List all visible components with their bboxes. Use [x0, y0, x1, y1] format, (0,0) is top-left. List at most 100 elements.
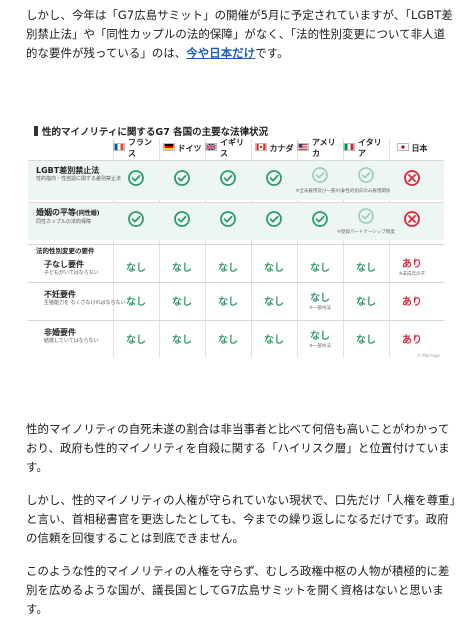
- status-cell: なし: [251, 252, 297, 280]
- country-name: カナダ: [269, 143, 294, 153]
- check-icon: [174, 211, 190, 231]
- status-cell: なし: [205, 252, 251, 280]
- cell-note: ※登録パートナーシップ制度: [337, 229, 395, 235]
- status-cell: なし ※一部州法: [297, 320, 343, 356]
- status-cell: なし: [251, 320, 297, 356]
- status-text: なし: [356, 262, 376, 274]
- check-icon: [220, 170, 236, 190]
- status-cell: なし: [205, 282, 251, 318]
- country-header-it: イタリア: [343, 138, 389, 158]
- country-name: イタリア: [358, 138, 382, 158]
- status-text: なし: [310, 331, 330, 342]
- country-header-uk: イギリス: [205, 138, 251, 158]
- country-name: フランス: [128, 138, 152, 158]
- figure-title: 性的マイノリティに関するG7 各国の主要な法律状況: [34, 124, 268, 138]
- row-subtitle: 同性カップルの法的保障: [36, 219, 92, 225]
- check-icon: [358, 166, 374, 187]
- section-label: 法的性別変更の要件: [36, 247, 95, 255]
- status-cell: なし: [113, 282, 159, 318]
- row-subtitle: 子どもがいてはならない: [44, 270, 99, 276]
- country-name: アメリカ: [312, 138, 336, 158]
- country-header-de: ドイツ: [159, 138, 205, 158]
- row-subtitle: 結婚していてはならない: [44, 338, 99, 344]
- column-divider: [113, 138, 114, 358]
- status-cell: [113, 160, 159, 200]
- status-cell: [251, 160, 297, 200]
- check-icon: [312, 166, 328, 187]
- status-cell: あり: [389, 282, 435, 318]
- paragraph-intro: しかし、今年は「G7広島サミット」の開催が5月に予定されていますが、「LGBT差…: [26, 6, 456, 63]
- row-subtitle: 性的指向・性自認に関する差別禁止法: [36, 176, 122, 182]
- japan-only-link[interactable]: 今や日本だけ: [186, 46, 256, 60]
- column-divider: [205, 138, 206, 358]
- status-text: なし: [264, 334, 284, 346]
- intro-text: しかし、今年は「G7広島サミット」の開催が5月に予定されていますが、「LGBT差…: [26, 8, 453, 60]
- check-icon: [312, 211, 328, 231]
- cell-note: ※全米雇用及び一部州法: [295, 188, 345, 194]
- column-divider: [343, 138, 344, 358]
- cell-note: ※一部州法: [309, 306, 331, 311]
- status-text: なし: [356, 334, 376, 346]
- status-cell: [389, 160, 435, 200]
- figure-title-text: 性的マイノリティに関するG7 各国の主要な法律状況: [42, 127, 269, 138]
- status-cell: なし: [205, 320, 251, 356]
- row-title-extra: (同性婚): [76, 210, 100, 217]
- check-icon: [128, 211, 144, 231]
- status-text: なし: [218, 334, 238, 346]
- status-text: なし: [310, 293, 330, 304]
- status-cell: なし: [159, 320, 205, 356]
- column-divider: [251, 138, 252, 358]
- country-header-jp: 日本: [389, 138, 435, 158]
- status-text: なし: [172, 262, 192, 274]
- status-text: なし: [172, 334, 192, 346]
- row-title: 子なし要件: [44, 260, 84, 269]
- status-cell: なし: [297, 252, 343, 280]
- row-subtitle: 生殖能力を なくさなければならない: [44, 300, 126, 306]
- cross-icon: [404, 211, 420, 231]
- status-text: なし: [172, 296, 192, 308]
- status-text: なし: [218, 296, 238, 308]
- check-icon: [220, 211, 236, 231]
- status-cell: [159, 202, 205, 240]
- row-label: 法的性別変更の要件 子なし要件 子どもがいてはならない: [36, 246, 99, 277]
- check-icon: [266, 211, 282, 231]
- row-title: 非婚要件: [44, 328, 76, 337]
- ca-flag-icon: [254, 143, 267, 153]
- status-cell: [389, 202, 435, 240]
- status-cell: [159, 160, 205, 200]
- g7-law-comparison-figure: 性的マイノリティに関するG7 各国の主要な法律状況 © Marriage フラン…: [28, 122, 444, 358]
- status-cell: [113, 202, 159, 240]
- row-divider: [28, 202, 444, 203]
- table-row: [28, 202, 444, 240]
- fr-flag-icon: [113, 143, 125, 153]
- column-divider: [159, 138, 160, 358]
- column-divider: [297, 138, 298, 358]
- status-text: なし: [218, 262, 238, 274]
- table-row: [28, 160, 444, 200]
- status-cell: なし: [251, 282, 297, 318]
- status-text: なし: [264, 296, 284, 308]
- status-text: あり: [402, 334, 422, 346]
- status-cell: [251, 202, 297, 240]
- jp-flag-icon: [396, 143, 409, 153]
- status-text: なし: [310, 262, 330, 274]
- status-cell: なし ※一部州法: [297, 282, 343, 318]
- us-flag-icon: [297, 143, 309, 153]
- cell-note: ※一部州法: [309, 344, 331, 349]
- status-cell: なし: [343, 252, 389, 280]
- status-text: あり: [402, 296, 422, 308]
- row-title: LGBT差別禁止法: [36, 166, 100, 175]
- status-cell: あり: [389, 320, 435, 356]
- status-cell: あり ※未成年の子: [389, 252, 435, 280]
- check-icon: [174, 170, 190, 190]
- country-name: ドイツ: [177, 143, 202, 153]
- check-icon: [128, 170, 144, 190]
- check-icon: [266, 170, 282, 190]
- country-header-ca: カナダ: [251, 138, 297, 158]
- figure-credit: © Marriage: [417, 353, 440, 358]
- status-text: なし: [264, 262, 284, 274]
- column-divider: [389, 138, 390, 358]
- status-cell: [297, 202, 343, 240]
- row-label: 婚姻の平等(同性婚) 同性カップルの法的保障: [36, 208, 100, 226]
